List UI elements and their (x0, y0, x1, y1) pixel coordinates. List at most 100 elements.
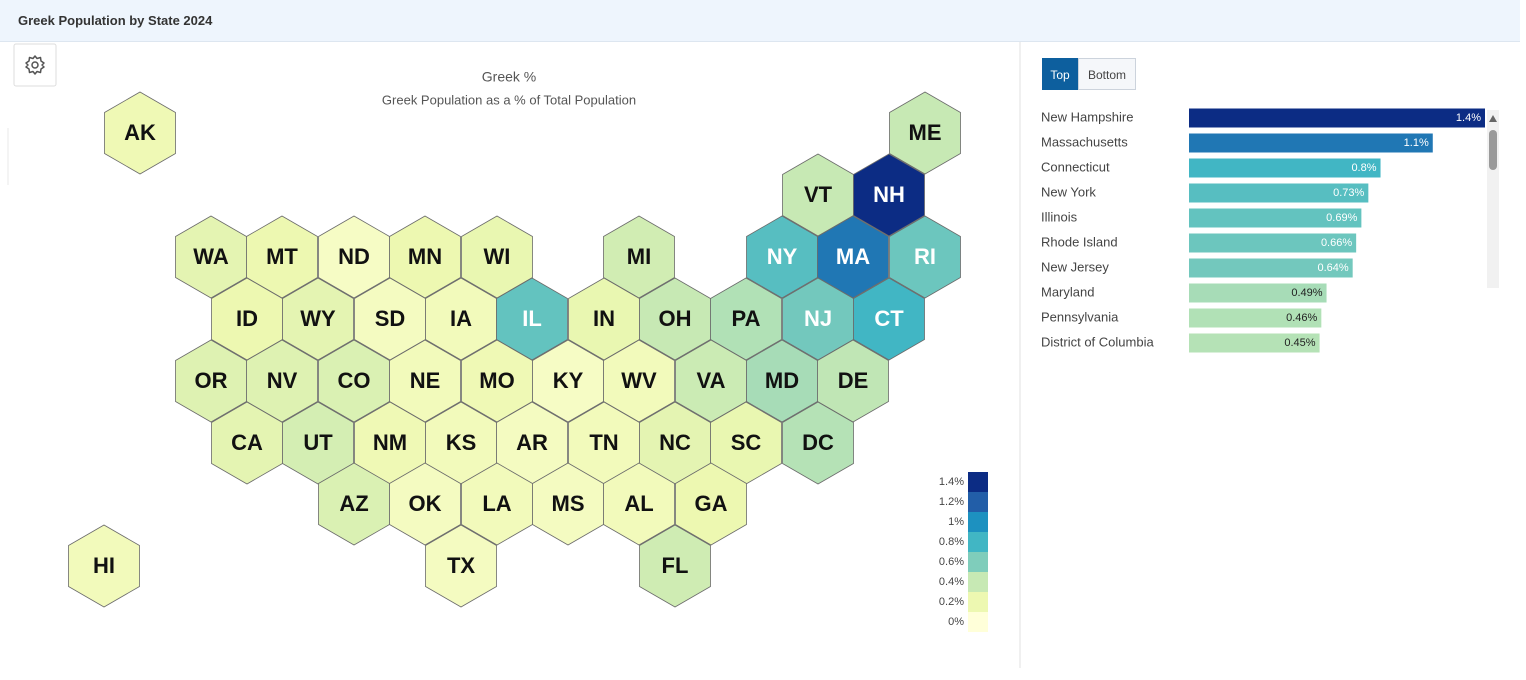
bar-value-label: 0.49% (1291, 287, 1322, 299)
bar (1189, 158, 1381, 178)
state-label: CT (874, 306, 904, 331)
settings-button[interactable] (13, 43, 57, 87)
scroll-up[interactable] (1489, 115, 1497, 122)
state-hex (782, 277, 854, 361)
bar-name: Pennsylvania (1041, 309, 1119, 324)
legend-swatch (968, 472, 988, 492)
state-label: WA (193, 244, 229, 269)
legend-label: 1.4% (939, 476, 964, 488)
legend-label: 0.2% (939, 596, 964, 608)
state-hex (746, 339, 818, 423)
state-label: MN (408, 244, 442, 269)
state-label: ND (338, 244, 370, 269)
state-hex (782, 401, 854, 485)
state-label: KY (553, 368, 584, 393)
bar-name: New York (1041, 184, 1096, 199)
bar-value-label: 1.4% (1456, 112, 1481, 124)
state-hex (496, 277, 568, 361)
bar-name: New Jersey (1041, 259, 1109, 274)
state-hex (889, 91, 961, 175)
state-hex (603, 215, 675, 299)
state-hex (639, 524, 711, 608)
state-hex (175, 339, 247, 423)
bar-value-label: 0.64% (1317, 262, 1348, 274)
legend-swatch (968, 532, 988, 552)
state-hex (282, 401, 354, 485)
state-label: NH (873, 182, 905, 207)
state-label: RI (914, 244, 936, 269)
state-hex (817, 339, 889, 423)
state-label: VT (804, 182, 833, 207)
state-label: IL (522, 306, 542, 331)
bar (1189, 183, 1369, 203)
state-label: TN (589, 430, 618, 455)
state-label: CO (338, 368, 371, 393)
state-hex (104, 91, 176, 175)
state-label: LA (482, 491, 511, 516)
state-label: ID (236, 306, 258, 331)
state-label: KS (446, 430, 477, 455)
state-label: WI (484, 244, 511, 269)
state-label: VA (697, 368, 726, 393)
state-label: AZ (339, 491, 368, 516)
bar-value-label: 0.66% (1321, 237, 1352, 249)
state-hex (568, 401, 640, 485)
state-hex (675, 462, 747, 546)
state-label: CA (231, 430, 263, 455)
state-hex (710, 277, 782, 361)
state-label: FL (662, 553, 689, 578)
state-hex (68, 524, 140, 608)
state-label: OH (659, 306, 692, 331)
legend-label: 0% (948, 616, 964, 628)
scrollbar-track[interactable] (1487, 110, 1499, 288)
state-hex (853, 153, 925, 237)
state-hex (853, 277, 925, 361)
legend-swatch (968, 492, 988, 512)
bar-name: Maryland (1041, 284, 1094, 299)
bar-value-label: 0.8% (1351, 162, 1376, 174)
state-hex (461, 215, 533, 299)
state-label: PA (732, 306, 761, 331)
tab-bottom[interactable]: Bottom (1078, 58, 1136, 90)
legend-label: 1.2% (939, 496, 964, 508)
state-hex (246, 339, 318, 423)
tab-top[interactable]: Top (1042, 58, 1078, 90)
state-label: SC (731, 430, 762, 455)
bar (1189, 333, 1320, 353)
state-label: NV (267, 368, 298, 393)
state-label: AL (624, 491, 653, 516)
state-label: MI (627, 244, 651, 269)
state-hex (889, 215, 961, 299)
state-label: ME (909, 120, 942, 145)
state-hex (710, 401, 782, 485)
state-hex (675, 339, 747, 423)
state-label: NE (410, 368, 441, 393)
state-label: MS (552, 491, 585, 516)
legend-label: 0.8% (939, 536, 964, 548)
state-hex (318, 215, 390, 299)
legend-label: 0.4% (939, 576, 964, 588)
state-hex (639, 401, 711, 485)
bar-value-label: 0.69% (1326, 212, 1357, 224)
state-hex (782, 153, 854, 237)
state-label: MO (479, 368, 514, 393)
state-hex (746, 215, 818, 299)
state-label: WY (300, 306, 336, 331)
state-label: AR (516, 430, 548, 455)
state-hex (568, 277, 640, 361)
state-hex (461, 462, 533, 546)
bar-value-label: 0.73% (1333, 187, 1364, 199)
legend-swatch (968, 552, 988, 572)
scrollbar-thumb[interactable] (1489, 130, 1497, 170)
state-label: AK (124, 120, 156, 145)
state-hex (817, 215, 889, 299)
bar-name: Connecticut (1041, 159, 1110, 174)
state-hex (211, 401, 283, 485)
state-label: IA (450, 306, 472, 331)
settings-box[interactable] (13, 43, 57, 87)
state-hex (603, 462, 675, 546)
state-label: OR (195, 368, 228, 393)
legend-swatch (968, 592, 988, 612)
